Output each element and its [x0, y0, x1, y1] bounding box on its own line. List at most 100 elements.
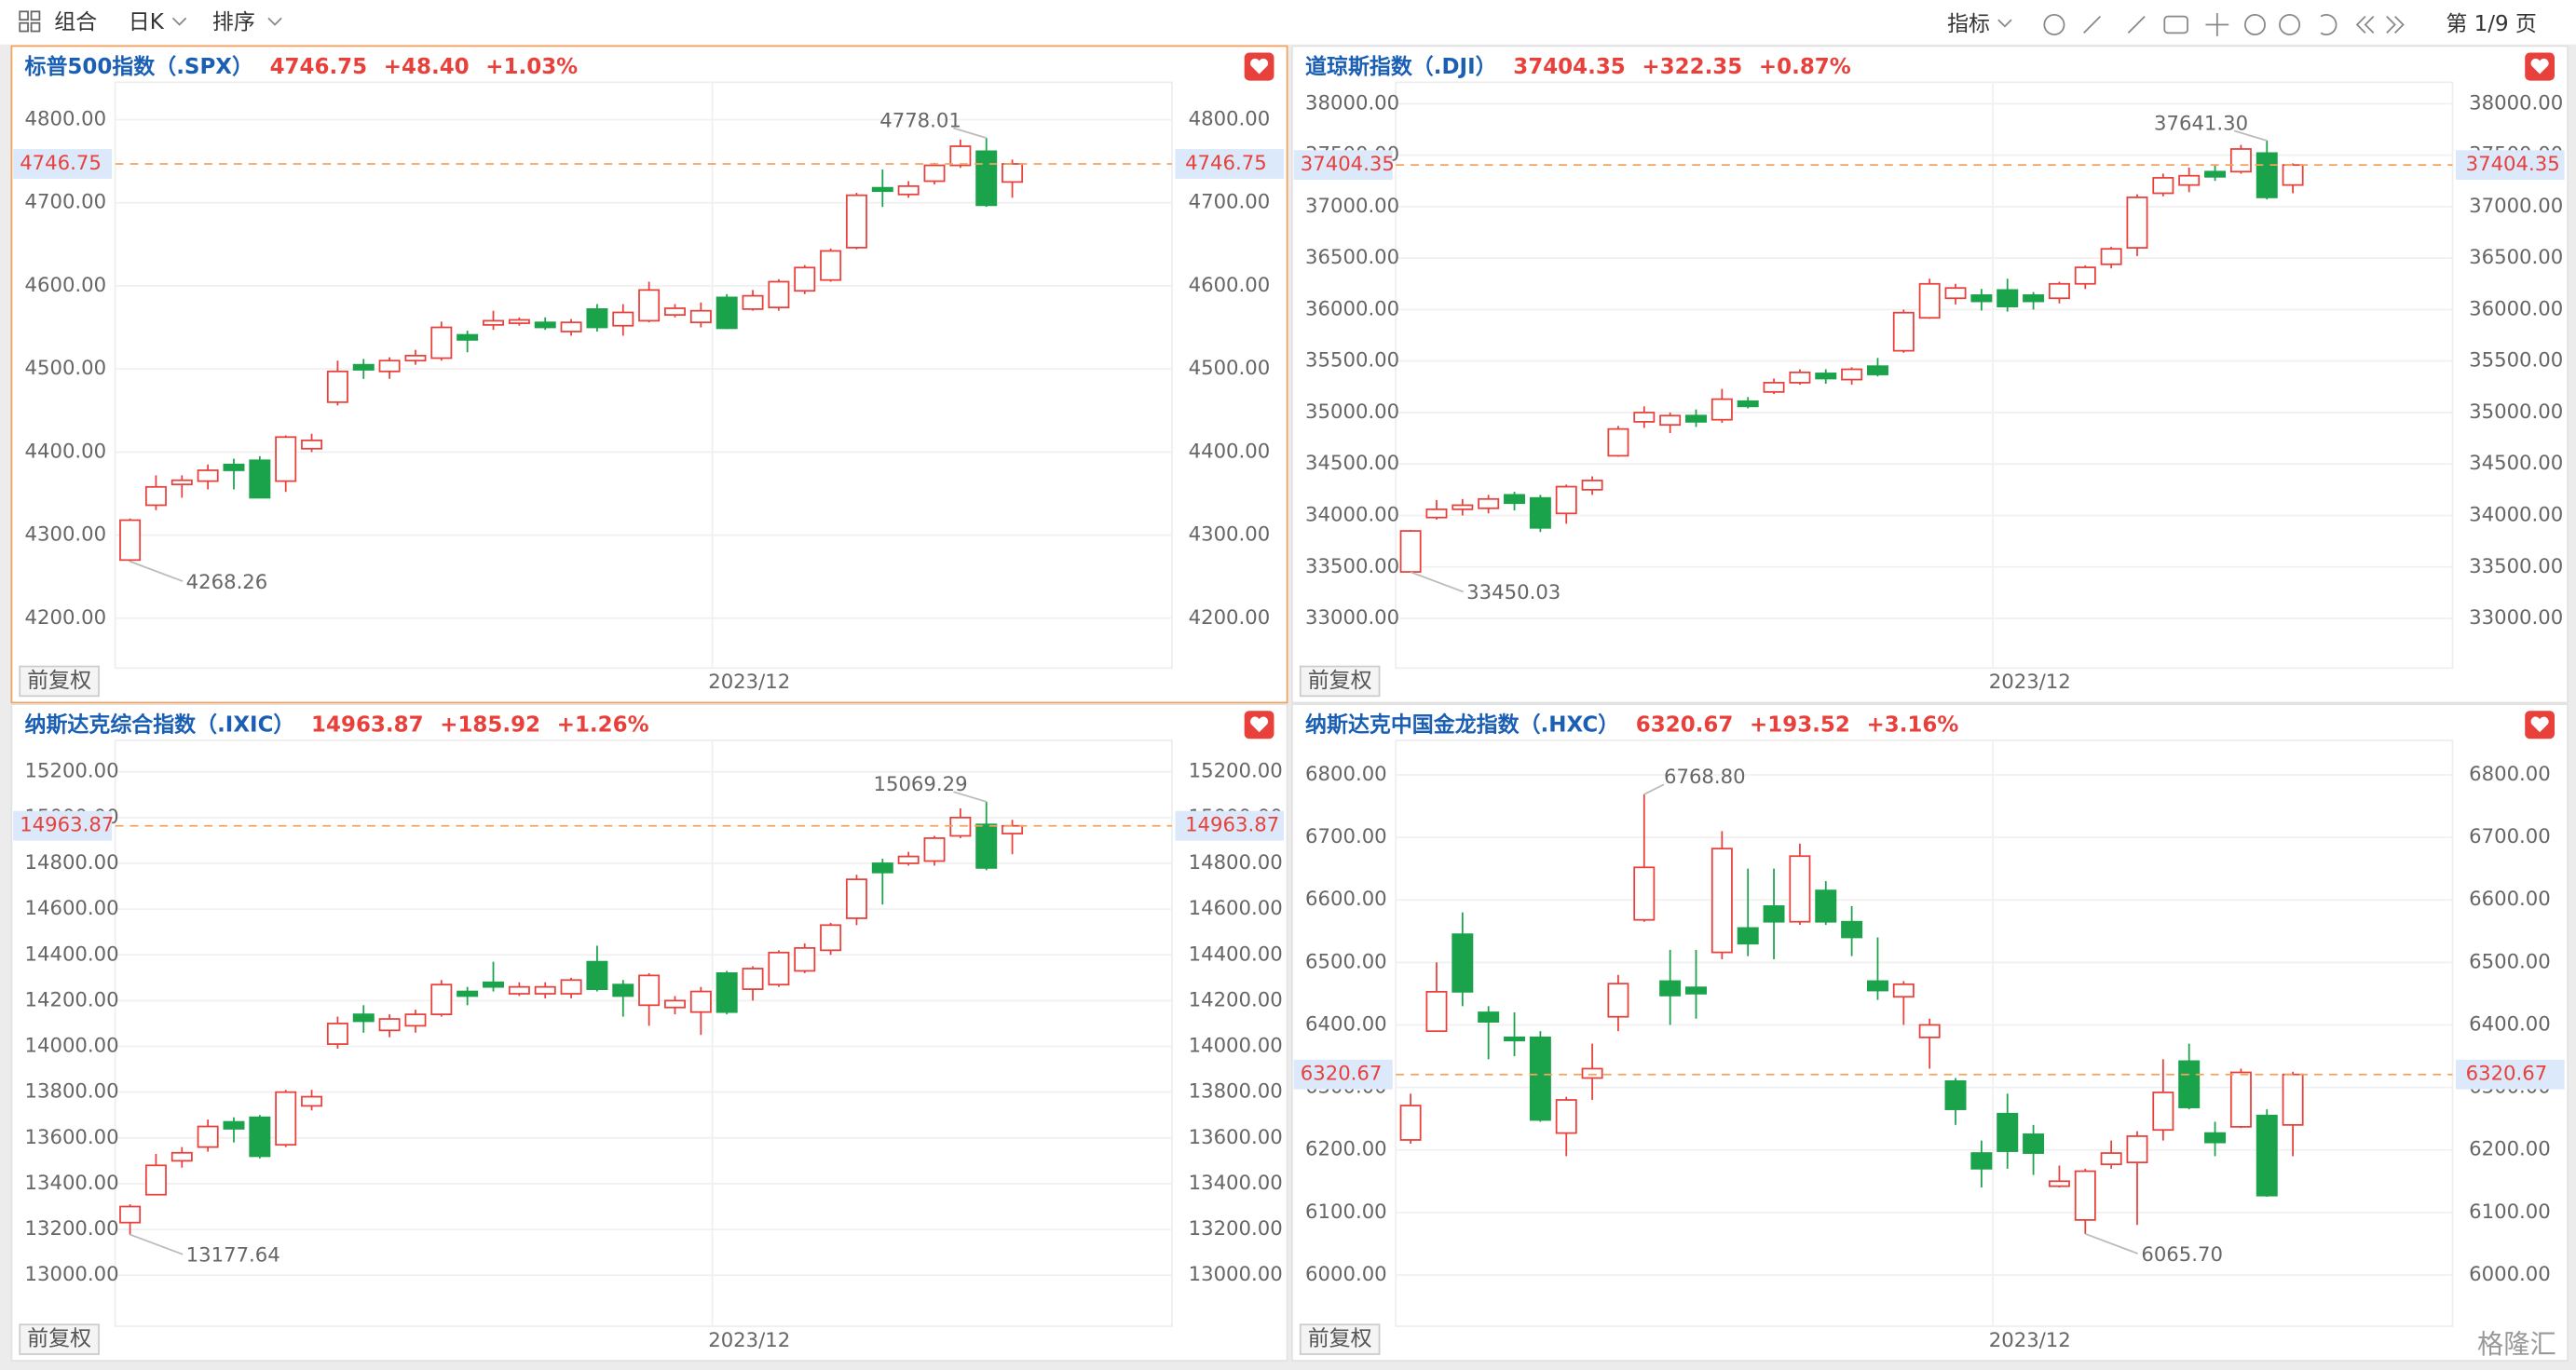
- y-tick-label: 4200.00: [25, 605, 107, 629]
- y-tick-label: 4500.00: [25, 356, 107, 379]
- candle-body: [2282, 164, 2304, 186]
- y2-tick-label: 6200.00: [2469, 1137, 2551, 1160]
- y2-tick-label: 4400.00: [1189, 439, 1271, 462]
- comment-icon[interactable]: [2163, 15, 2188, 34]
- y-tick-label: 36500.00: [1305, 245, 1399, 268]
- candle-body: [1685, 986, 1707, 995]
- candle-body: [119, 1205, 142, 1224]
- y-tick-label: 6000.00: [1305, 1262, 1387, 1285]
- y2-tick-label: 36000.00: [2469, 296, 2563, 319]
- tool-icons[interactable]: [2043, 13, 2405, 36]
- candle-body: [508, 319, 530, 324]
- y2-tick-label: 14200.00: [1189, 987, 1283, 1011]
- candle-body: [2126, 1135, 2148, 1164]
- back-icon[interactable]: [2355, 16, 2375, 34]
- candle-body: [560, 321, 582, 332]
- favorite-button[interactable]: [1244, 52, 1274, 81]
- y-tick-label: 4400.00: [25, 439, 107, 462]
- zoom-out-icon[interactable]: [2243, 14, 2266, 35]
- sort-button[interactable]: 排序: [212, 10, 255, 34]
- cross-icon[interactable]: [2205, 13, 2229, 36]
- candle-body: [1607, 427, 1629, 457]
- candle-body: [170, 1151, 193, 1162]
- candle-body: [301, 1095, 323, 1107]
- y-tick-label: 6400.00: [1305, 1011, 1387, 1035]
- favorite-button[interactable]: [1244, 711, 1274, 739]
- price-tag: 14963.87: [20, 813, 114, 836]
- candle-body: [612, 983, 634, 997]
- candle-body: [2048, 1180, 2070, 1187]
- adjust-button[interactable]: 前复权: [1299, 665, 1381, 698]
- change: +48.40: [384, 55, 470, 79]
- change: +185.92: [440, 713, 540, 738]
- candle-body: [2229, 148, 2252, 173]
- panel: [10, 703, 1288, 1362]
- price-tag-bg: [13, 149, 113, 179]
- y2-tick-label: 4500.00: [1189, 356, 1271, 379]
- combine-button[interactable]: 组合: [54, 10, 97, 34]
- candle-body: [1815, 373, 1837, 380]
- candle-body: [430, 326, 453, 359]
- high-pointer: [1643, 783, 1665, 795]
- candle-body: [664, 307, 686, 317]
- candle-body: [689, 309, 712, 324]
- price-tag-bg: [1293, 1059, 1393, 1090]
- price-tag: 37404.35: [1301, 152, 1395, 175]
- y-tick-label: 38000.00: [1305, 90, 1399, 114]
- candle-body: [1425, 991, 1448, 1033]
- low-label: 4268.26: [186, 570, 268, 593]
- y-tick-label: 4800.00: [25, 106, 107, 129]
- candle-body: [2074, 266, 2096, 285]
- pen-icon[interactable]: [2127, 16, 2146, 34]
- candle-body: [197, 469, 219, 482]
- candle-body: [871, 186, 893, 193]
- heart-icon: [2530, 716, 2549, 733]
- adjust-button[interactable]: 前复权: [19, 1323, 100, 1355]
- y-tick-label: 4700.00: [25, 190, 107, 213]
- zoom-in-icon[interactable]: [2279, 14, 2301, 35]
- dropdown-arrow: [171, 17, 187, 26]
- forward-icon[interactable]: [2386, 16, 2405, 34]
- price: 6320.67: [1636, 713, 1734, 738]
- candle-body: [1970, 294, 1993, 303]
- adjust-button[interactable]: 前复权: [19, 665, 100, 698]
- high-label: 6768.80: [1664, 765, 1746, 788]
- candle-body: [1478, 497, 1500, 509]
- low-label: 33450.03: [1466, 580, 1561, 604]
- candle-body: [1711, 398, 1733, 421]
- candle-body: [1789, 371, 1811, 384]
- indicator-button[interactable]: 指标: [1947, 12, 1990, 36]
- adjust-button-bg: [19, 665, 100, 698]
- candle-body: [949, 145, 972, 167]
- plot-frame: [1395, 81, 2454, 670]
- adjust-button[interactable]: 前复权: [1299, 1323, 1381, 1355]
- y-tick-label: 14000.00: [25, 1034, 119, 1057]
- candle-body: [1399, 530, 1422, 573]
- y2-tick-label: 14800.00: [1189, 850, 1283, 874]
- y-tick-label: 14400.00: [25, 942, 119, 965]
- candle-body: [326, 370, 348, 403]
- chart-title: 纳斯达克中国金龙指数（.HXC）: [1305, 712, 1619, 738]
- heart-icon: [2530, 58, 2549, 75]
- candle-body: [794, 946, 816, 972]
- icon-cell: [30, 10, 41, 21]
- dropdown-arrow: [1997, 19, 2012, 28]
- candle-body: [2256, 1114, 2278, 1197]
- high-label: 15069.29: [873, 772, 967, 795]
- link-icon[interactable]: [2083, 16, 2102, 34]
- period-button[interactable]: 日K: [129, 10, 165, 34]
- reset-icon[interactable]: [2320, 14, 2337, 35]
- y2-tick-label: 14400.00: [1189, 942, 1283, 965]
- candle-body: [1425, 508, 1448, 519]
- y2-tick-label: 4800.00: [1189, 106, 1271, 129]
- candle-body: [2204, 1132, 2227, 1144]
- y-tick-label: 13600.00: [25, 1125, 119, 1148]
- settings-icon[interactable]: [2043, 14, 2065, 35]
- candle-body: [1504, 1037, 1526, 1042]
- combine-icon[interactable]: [19, 10, 41, 33]
- candle-body: [560, 979, 582, 995]
- favorite-button[interactable]: [2525, 52, 2556, 81]
- favorite-button[interactable]: [2525, 711, 2556, 739]
- candle-body: [820, 250, 842, 281]
